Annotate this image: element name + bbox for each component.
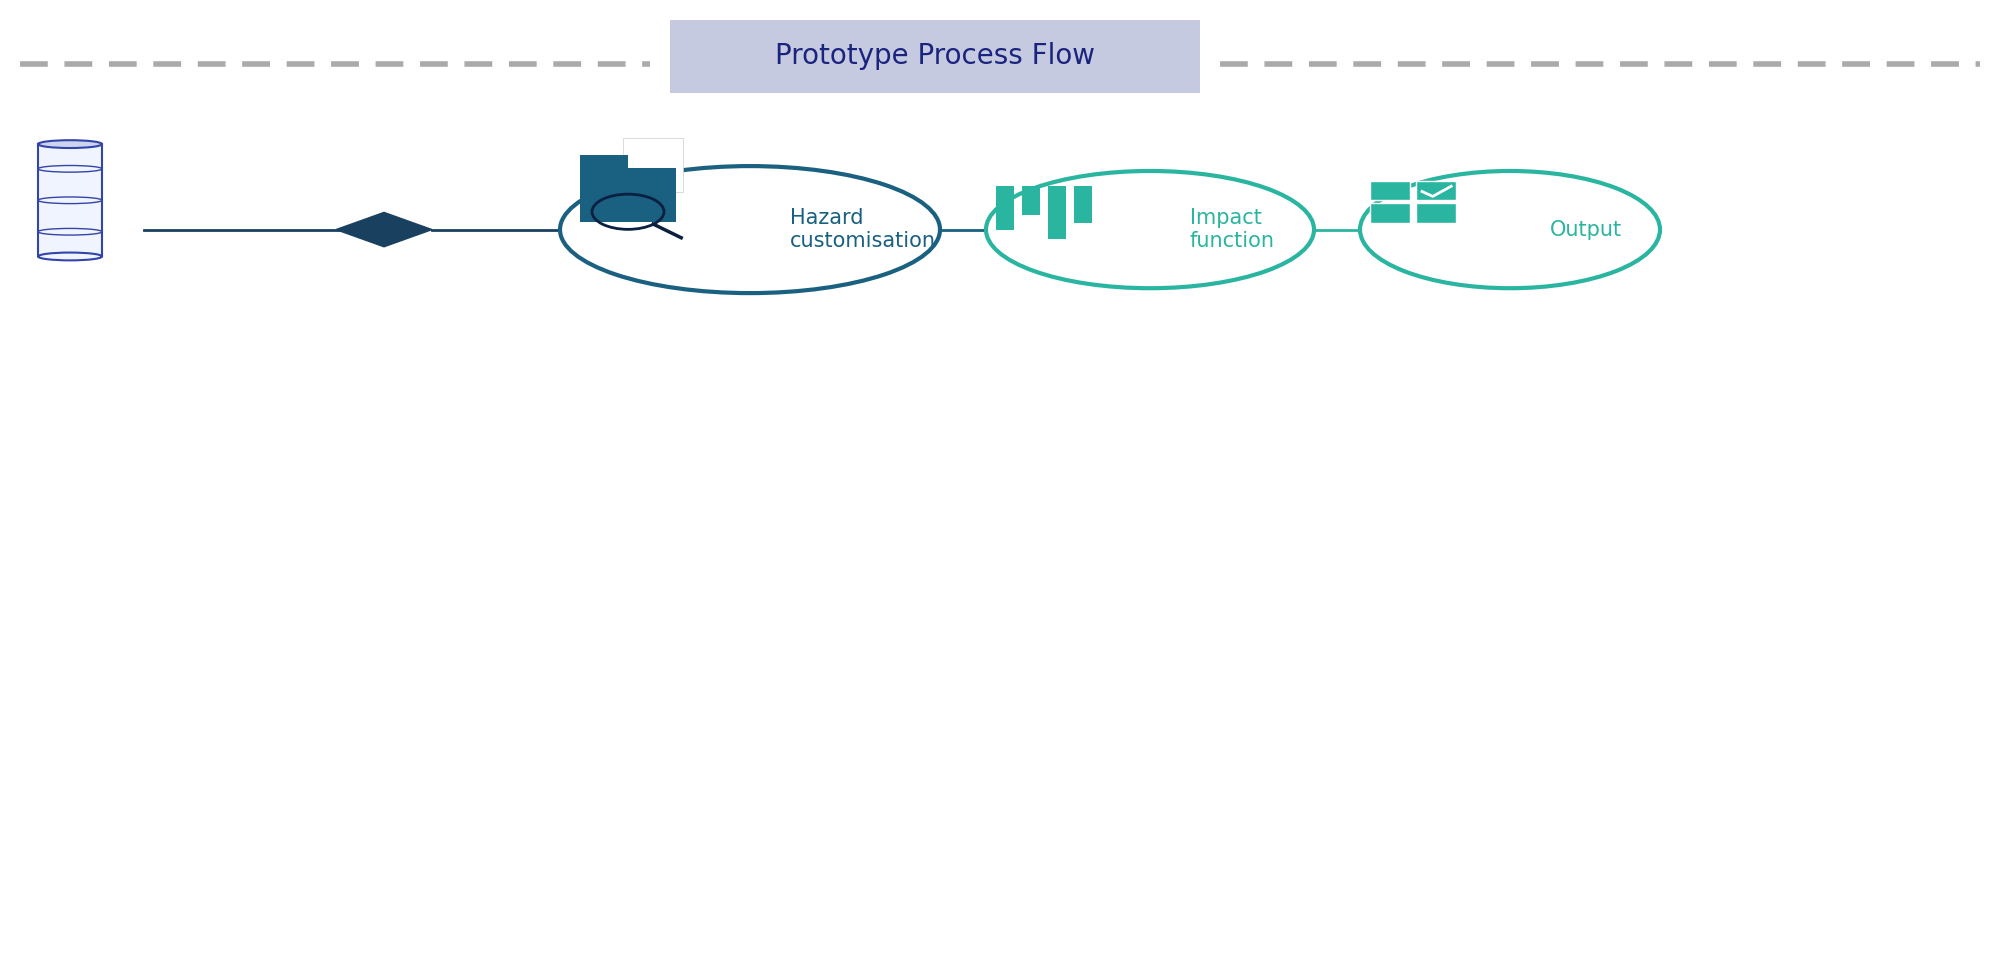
Text: Impact
function: Impact function [1190, 208, 1276, 251]
Bar [1370, 181, 1410, 200]
Bar [1416, 181, 1456, 200]
Text: Hazard
customisation: Hazard customisation [790, 208, 936, 251]
Bar [1048, 186, 1066, 239]
Bar [38, 144, 102, 256]
Bar [624, 138, 684, 191]
Bar [1416, 203, 1456, 223]
Bar [1022, 186, 1040, 215]
Bar [1370, 203, 1410, 223]
Bar [580, 168, 676, 222]
Ellipse shape [1360, 171, 1660, 288]
Ellipse shape [986, 171, 1314, 288]
FancyBboxPatch shape [670, 20, 1200, 93]
Bar [996, 186, 1014, 230]
Polygon shape [336, 212, 432, 247]
Ellipse shape [38, 252, 102, 260]
Bar [580, 155, 628, 173]
Ellipse shape [38, 140, 102, 148]
Text: Prototype Process Flow: Prototype Process Flow [776, 42, 1096, 70]
Text: Output: Output [1550, 220, 1622, 239]
Ellipse shape [560, 166, 940, 293]
Bar [1074, 186, 1092, 223]
